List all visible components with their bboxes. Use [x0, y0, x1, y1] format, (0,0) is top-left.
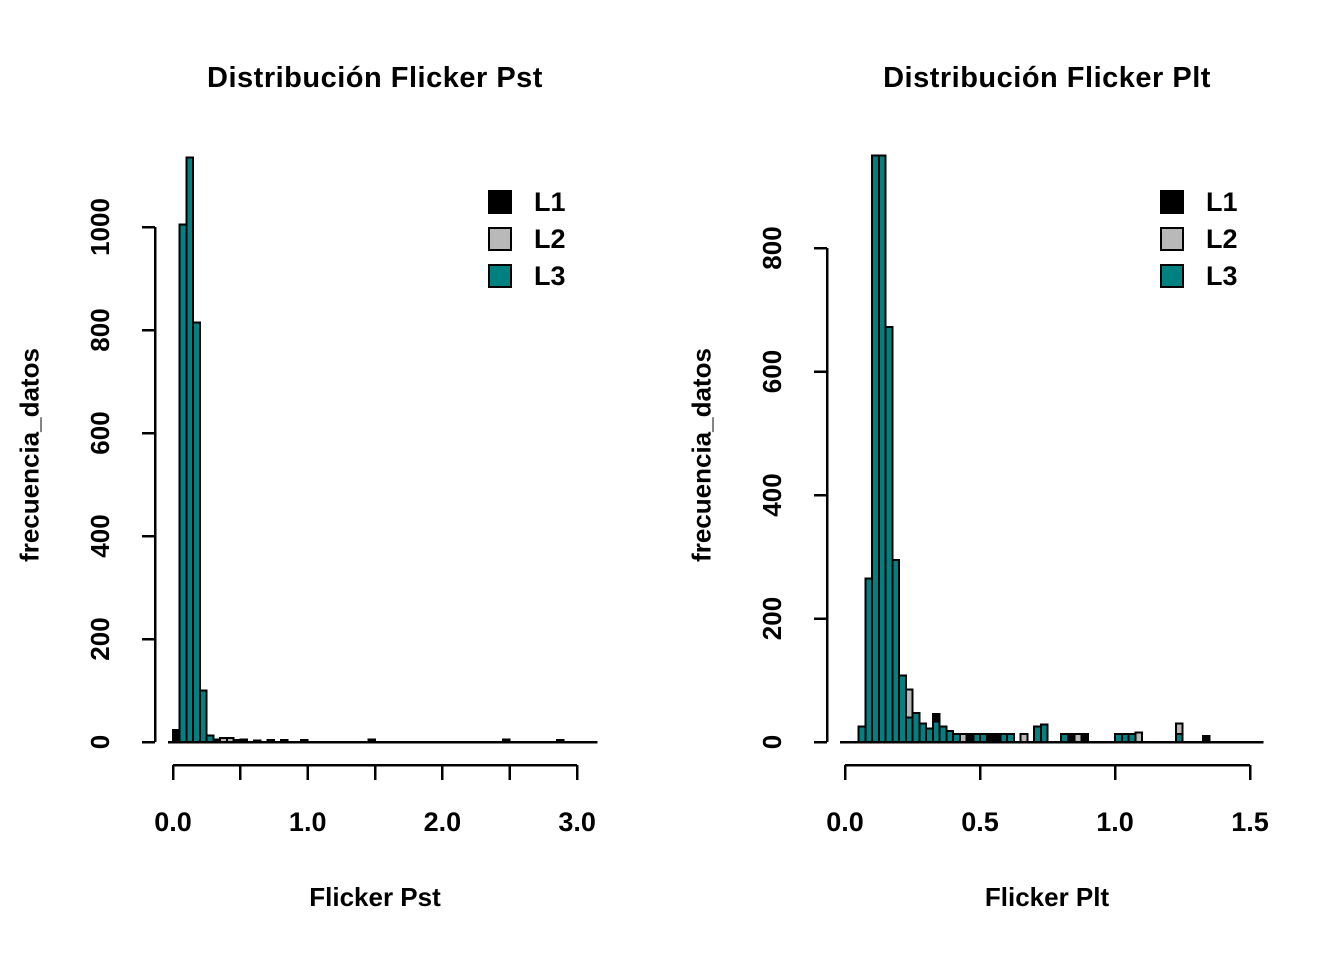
histogram-bar-L3	[1033, 725, 1042, 743]
legend-item-l3: L3	[488, 257, 566, 294]
histogram-bar-L2	[1134, 731, 1144, 744]
histogram-bar-L3	[198, 689, 208, 743]
x-tick-label: 0.0	[154, 807, 192, 837]
x-tick-label: 0.0	[826, 807, 864, 837]
legend-label-l1: L1	[1206, 186, 1238, 217]
right-legend: L1 L2 L3	[1160, 183, 1238, 294]
histogram-bar-L3	[178, 223, 188, 743]
y-tick-label: 400	[757, 473, 787, 516]
x-tick-label: 1.0	[1096, 807, 1134, 837]
right-x-axis-title: Flicker Plt	[984, 882, 1110, 912]
y-tick-label: 200	[85, 617, 115, 660]
x-tick-label: 1.0	[289, 807, 327, 837]
right-y-axis-title: frecuencia_datos	[686, 348, 717, 562]
y-tick-label: 800	[85, 308, 115, 351]
panel-1: 0 200 400 600 800 0.0 0.5 1.0 1.5	[757, 154, 1269, 837]
histogram-bar-L3	[1039, 723, 1049, 744]
y-tick-label: 0	[757, 735, 787, 749]
x-tick-label: 3.0	[558, 807, 596, 837]
x-tick-label: 0.5	[961, 807, 999, 837]
panel-0: 0 200 400 600 800 1000 0.0 1.0 2.0 3.0	[85, 156, 598, 837]
legend-swatch-l3	[488, 263, 512, 288]
histogram-bar-L3	[857, 725, 867, 743]
left-panel-title: Distribución Flicker Pst	[207, 62, 543, 94]
legend-item-l1: L1	[488, 183, 566, 220]
x-tick-label: 2.0	[424, 807, 462, 837]
legend-swatch-l3	[1160, 263, 1184, 288]
legend-label-l3: L3	[534, 260, 566, 291]
legend-swatch-l2	[1160, 226, 1184, 251]
histogram-bar-L3	[925, 727, 934, 744]
y-tick-label: 200	[757, 597, 787, 640]
y-tick-label: 0	[85, 735, 115, 749]
legend-item-l1: L1	[1160, 183, 1238, 220]
left-y-axis-title: frecuencia_datos	[14, 348, 45, 562]
y-tick-label: 800	[757, 226, 787, 269]
left-x-axis-title: Flicker Pst	[309, 882, 441, 912]
y-tick-label: 600	[757, 350, 787, 393]
histogram-bar-L3	[898, 674, 907, 743]
y-tick-label: 1000	[85, 198, 115, 256]
y-tick-label: 400	[85, 514, 115, 557]
y-tick-label: 600	[85, 411, 115, 454]
histogram-bar-L3	[871, 154, 880, 743]
legend-label-l2: L2	[534, 223, 566, 254]
right-panel-title: Distribución Flicker Plt	[883, 62, 1211, 94]
x-tick-label: 1.5	[1231, 807, 1269, 837]
histogram-bar-L3	[185, 156, 195, 743]
legend-item-l2: L2	[488, 220, 566, 257]
histogram-bar-L3	[192, 321, 201, 743]
legend-item-l2: L2	[1160, 220, 1238, 257]
histogram-bar-L3	[911, 712, 921, 743]
left-legend: L1 L2 L3	[488, 183, 566, 294]
legend-swatch-l2	[488, 226, 512, 251]
histogram-bar-L3	[884, 326, 894, 743]
histogram-bar-L1	[172, 729, 181, 744]
legend-swatch-l1	[1160, 189, 1184, 214]
histogram-bar-L3	[938, 725, 948, 743]
legend-label-l2: L2	[1206, 223, 1238, 254]
legend-item-l3: L3	[1160, 257, 1238, 294]
legend-label-l3: L3	[1206, 260, 1238, 291]
legend-label-l1: L1	[534, 186, 566, 217]
legend-swatch-l1	[488, 189, 512, 214]
